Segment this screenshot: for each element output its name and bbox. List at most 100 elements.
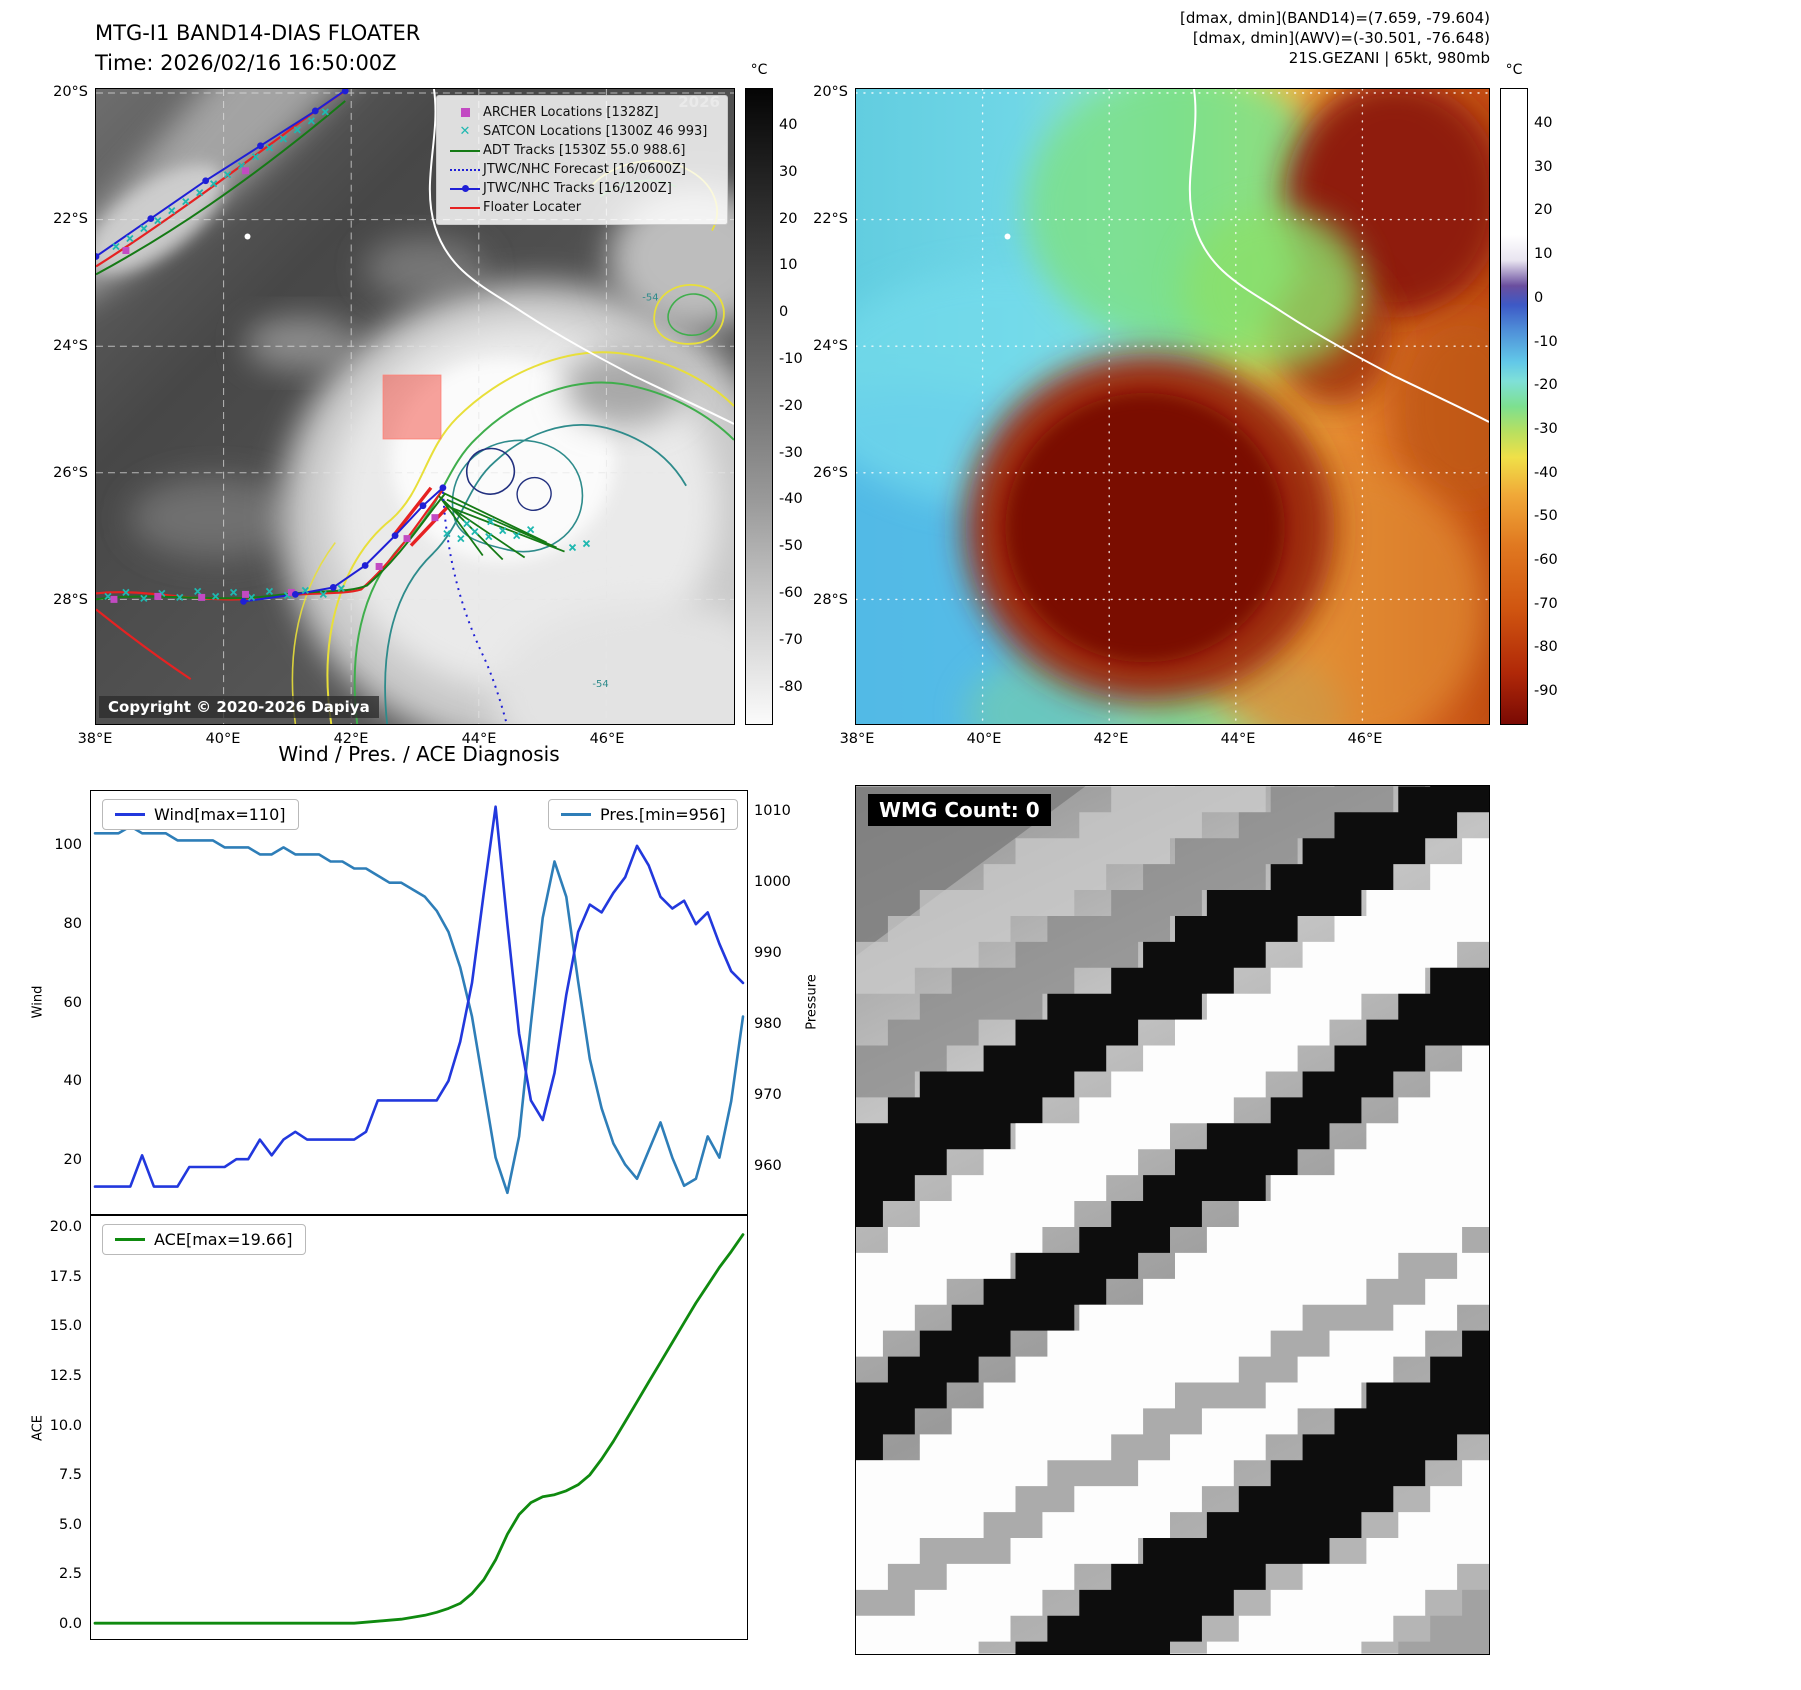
pressure-axis-tick: 970 [754,1087,782,1103]
map-ir-colorbar-tick: 10 [779,257,798,274]
ace-line [93,1233,745,1625]
wmg-band [856,786,1426,1098]
satcon-marker-icon [301,586,309,595]
map-ir-colorbar-tick: 20 [779,210,798,227]
floater-arrow [393,486,449,547]
ace-axis-label: ACE [30,1415,46,1441]
map-awv-colorbar-tick: 10 [1534,246,1553,263]
map-ir-lat-tick: 26°S [53,465,88,481]
satcon-marker-icon [140,594,148,603]
map-awv-lat-tick: 24°S [813,338,848,354]
wind-axis-tick: 20 [63,1152,82,1168]
satcon-marker-icon [126,234,134,243]
archer-marker-icon [242,590,250,598]
map-awv-colorbar-tick: -20 [1534,377,1558,394]
map-awv-colorbar-tick: 0 [1534,289,1544,306]
satcon-marker-icon [140,224,148,233]
satcon-marker-icon [487,518,495,526]
awv-map [856,89,1489,724]
pressure-line-sample [561,813,591,816]
satcon-marker-icon [527,525,535,534]
jtwc-track-point [329,584,337,591]
jtwc-track-point [391,532,399,539]
legend-row: ✕ SATCON Locations [1300Z 46 993] [447,122,717,141]
satcon-marker-icon [251,153,260,161]
wmg-band [856,1045,1489,1654]
map-ir-colorbar-tick: -80 [779,678,803,695]
legend-row: JTWC/NHC Tracks [16/1200Z] [447,179,717,198]
map-awv-colorbar-tick: -90 [1534,683,1558,700]
dmax-dmin-band14: [dmax, dmin](BAND14)=(7.659, -79.604) [1179,9,1490,27]
satcon-marker-icon [319,590,327,599]
wind-line [93,805,745,1188]
map-ir-lon-tick: 42°E [333,731,369,747]
ace-chart [90,1215,748,1640]
wmg-band [856,786,1298,994]
archer-marker-icon [122,247,130,254]
legend-label: JTWC/NHC Tracks [16/1200Z] [483,181,672,196]
dmax-dmin-awv: [dmax, dmin](AWV)=(-30.501, -76.648) [1192,29,1490,47]
map-awv-colorbar-tick: -60 [1534,552,1558,568]
map-ir-colorbar-tick: 40 [779,117,798,133]
map-awv-colorbar-tick: -30 [1534,420,1558,437]
map-awv-lon-tick: 44°E [1220,731,1256,747]
legend-row: JTWC/NHC Forecast [16/0600Z] [447,160,717,179]
satcon-marker-icon [457,534,465,543]
satcon-marker-icon [321,108,329,116]
map-ir-colorbar-tick: -10 [779,351,803,367]
satcon-marker-icon [568,543,577,552]
satcon-marker-icon [485,532,493,541]
ace-axis-tick: 10.0 [49,1418,82,1434]
jtwc-track-point [341,89,349,95]
archer-marker-icon [403,535,411,543]
ace-axis-tick: 20.0 [49,1219,82,1235]
legend-row: ARCHER Locations [1328Z] [447,103,717,122]
wind-line-sample [115,813,145,816]
map-ir-lat-tick: 28°S [53,592,88,608]
legend-label: Floater Locater [483,200,582,215]
map-ir-colorbar-tick: -30 [779,444,803,461]
awv-grid-lines [856,89,1489,724]
legend-row: Floater Locater [447,198,717,217]
ace-legend: ACE[max=19.66] [102,1224,306,1255]
awv-moisture-art [856,89,1489,724]
contour-label: -54 [642,292,658,303]
pressure-axis-label: Pressure [804,974,820,1030]
contour-label: -54 [592,679,608,690]
map-awv-lon-tick: 40°E [966,731,1002,747]
wmg-band [1015,1330,1489,1654]
satcon-marker-icon [247,593,256,602]
ace-axis-tick: 0.0 [58,1616,82,1632]
wmg-band [856,967,1489,1461]
archer-marker-icon [431,514,439,522]
diagnosis-title: Wind / Pres. / ACE Diagnosis [278,742,560,766]
map-awv-colorbar-tick: 30 [1534,158,1553,175]
satcon-marker-icon [279,135,288,143]
jtwc-line-icon [450,184,480,192]
satcon-marker-icon [176,593,184,602]
wind-axis-tick: 100 [54,837,82,853]
pressure-axis-tick: 980 [754,1016,782,1032]
wind-axis-tick: 80 [63,916,82,932]
map-awv-lon-tick: 42°E [1093,731,1129,747]
map-awv-colorbar-tick: -70 [1534,595,1558,612]
archer-marker-icon [242,167,250,175]
satcon-marker-icon [463,520,471,528]
satcon-marker-icon [293,126,301,134]
wind-legend: Wind[max=110] [102,799,299,830]
satcon-marker-icon [307,117,315,125]
satcon-marker-icon [337,584,345,593]
ace-legend-label: ACE[max=19.66] [154,1230,293,1249]
pressure-legend-label: Pres.[min=956] [600,805,726,824]
satcon-marker-icon: ✕ [459,124,471,139]
map-awv-colorbar-tick: -80 [1534,639,1558,656]
satcon-marker-icon [112,242,120,251]
awv-colorbar [1500,88,1528,725]
satcon-marker-icon [212,592,220,601]
awv-coastline [1004,89,1489,423]
satcon-marker-icon [471,527,479,536]
wind-axis-tick: 60 [63,995,82,1011]
satcon-marker-icon [443,529,451,538]
wind-axis-tick: 40 [63,1073,82,1089]
